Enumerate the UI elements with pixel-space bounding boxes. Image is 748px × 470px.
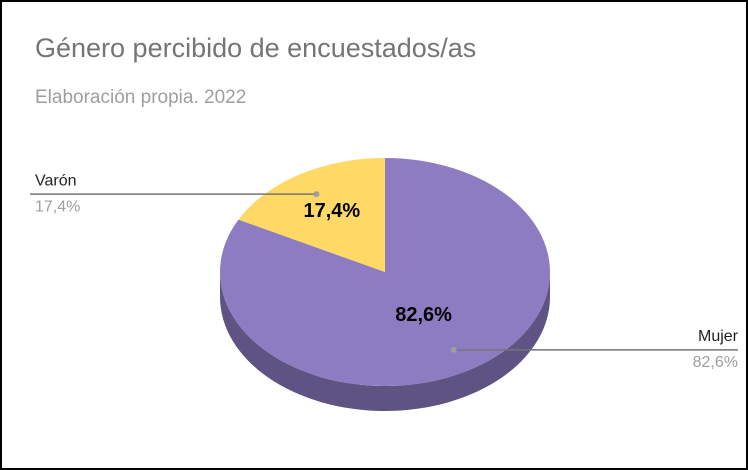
leader-dot (450, 346, 457, 353)
chart-subtitle: Elaboración propia. 2022 (35, 87, 246, 108)
leader-dot (313, 191, 320, 198)
slice-label: 82,6% (395, 304, 452, 326)
pie-side (220, 272, 550, 411)
pie-slice (238, 158, 385, 272)
slice-label: 17,4% (303, 200, 360, 222)
legend-value: 82,6% (693, 354, 738, 371)
legend-label: Varón (35, 172, 77, 189)
chart-title: Género percibido de encuestados/as (35, 33, 476, 63)
legend-value: 17,4% (35, 198, 80, 215)
legend-label: Mujer (698, 328, 739, 345)
